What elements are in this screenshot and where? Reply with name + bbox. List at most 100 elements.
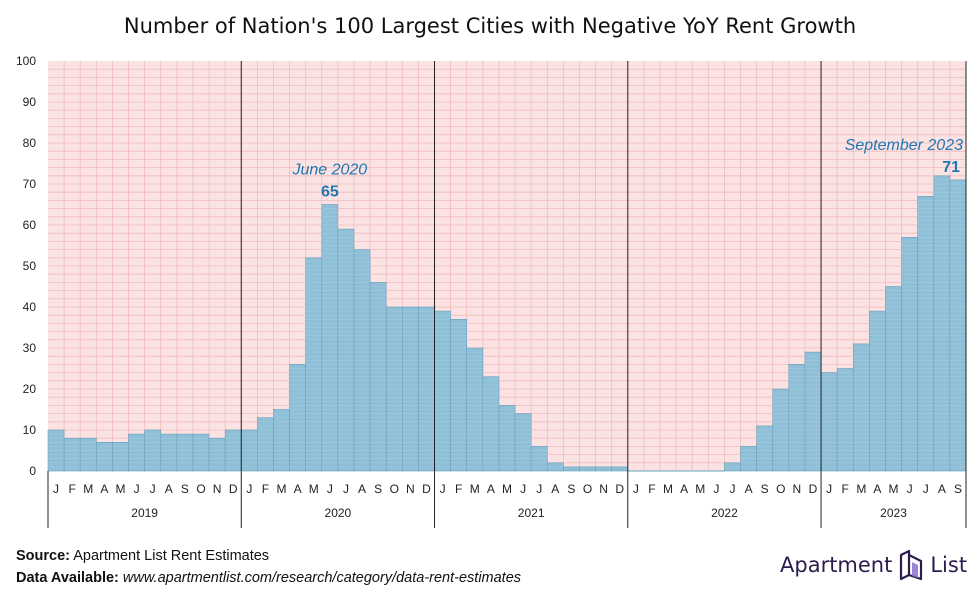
annotation-value: 71: [942, 159, 960, 176]
y-tick-label: 100: [16, 54, 36, 68]
month-label: J: [440, 482, 446, 496]
bar: [112, 441, 129, 472]
month-label: D: [809, 482, 818, 496]
y-tick-label: 40: [23, 300, 37, 314]
month-label: A: [745, 482, 753, 496]
chart-title: Number of Nation's 100 Largest Cities wi…: [123, 14, 857, 38]
bar: [804, 351, 822, 472]
month-label: M: [277, 482, 287, 496]
month-label: D: [422, 482, 431, 496]
y-tick-label: 10: [23, 423, 37, 437]
month-label: F: [842, 482, 849, 496]
month-label: F: [648, 482, 655, 496]
month-label: F: [455, 482, 462, 496]
bar: [192, 433, 210, 472]
bar: [756, 425, 774, 472]
year-label: 2019: [131, 506, 158, 520]
bar: [273, 409, 290, 472]
y-tick-label: 20: [23, 382, 37, 396]
month-label: O: [196, 482, 205, 496]
y-tick-label: 0: [29, 464, 36, 478]
apartment-list-logo: Apartment List: [780, 547, 967, 583]
bar: [611, 466, 629, 472]
bar: [482, 376, 500, 472]
source-text: Apartment List Rent Estimates: [73, 548, 270, 564]
month-label: S: [374, 482, 382, 496]
month-label: J: [343, 482, 349, 496]
month-label: A: [487, 482, 495, 496]
data-available-line: Data Available: www.apartmentlist.com/re…: [16, 567, 521, 589]
month-label: M: [83, 482, 93, 496]
bar: [434, 310, 451, 472]
month-label: S: [954, 482, 962, 496]
month-label: M: [309, 482, 319, 496]
bar: [917, 196, 935, 472]
annotation-label: June 2020: [291, 162, 367, 179]
month-label: J: [826, 482, 832, 496]
bar: [901, 237, 918, 472]
bar: [176, 433, 194, 472]
month-label: J: [246, 482, 252, 496]
footer: Source: Apartment List Rent Estimates Da…: [16, 545, 521, 589]
month-label: F: [68, 482, 75, 496]
month-label: A: [551, 482, 559, 496]
bar: [337, 228, 355, 472]
bar: [96, 441, 113, 472]
month-label: A: [873, 482, 881, 496]
month-label: J: [633, 482, 639, 496]
month-label: J: [536, 482, 542, 496]
bar: [579, 466, 596, 472]
bar: [563, 466, 580, 472]
month-label: O: [776, 482, 785, 496]
month-label: M: [470, 482, 480, 496]
month-label: O: [390, 482, 399, 496]
month-label: J: [150, 482, 156, 496]
month-label: S: [761, 482, 769, 496]
month-label: A: [294, 482, 302, 496]
month-label: J: [729, 482, 735, 496]
year-label: 2020: [325, 506, 352, 520]
bar: [257, 417, 274, 472]
month-label: M: [115, 482, 125, 496]
month-label: D: [615, 482, 624, 496]
month-label: D: [229, 482, 238, 496]
month-label: J: [520, 482, 526, 496]
data-url[interactable]: www.apartmentlist.com/research/category/…: [122, 570, 522, 586]
y-tick-label: 90: [23, 95, 37, 109]
source-label: Source:: [16, 548, 70, 564]
annotation-value: 65: [321, 184, 339, 201]
month-label: J: [907, 482, 913, 496]
year-label: 2022: [711, 506, 738, 520]
logo-word-right: List: [930, 553, 968, 577]
bar: [450, 318, 468, 472]
month-label: J: [134, 482, 140, 496]
month-label: M: [502, 482, 512, 496]
data-available-label: Data Available:: [16, 570, 119, 586]
source-line: Source: Apartment List Rent Estimates: [16, 545, 521, 567]
month-label: J: [327, 482, 333, 496]
y-tick-label: 70: [23, 177, 37, 191]
month-label: O: [583, 482, 592, 496]
month-label: M: [663, 482, 673, 496]
month-label: F: [262, 482, 269, 496]
y-tick-label: 30: [23, 341, 37, 355]
bar: [852, 343, 870, 472]
month-label: N: [599, 482, 608, 496]
bar: [836, 368, 854, 472]
month-label: A: [100, 482, 108, 496]
month-label: N: [213, 482, 222, 496]
bar: [595, 466, 612, 472]
bar: [321, 204, 339, 472]
month-label: A: [358, 482, 366, 496]
annotation-label: September 2023: [845, 137, 963, 154]
year-label: 2023: [880, 506, 907, 520]
y-tick-label: 60: [23, 218, 37, 232]
bar: [885, 286, 902, 472]
month-label: A: [938, 482, 946, 496]
month-label: A: [165, 482, 173, 496]
bar: [949, 179, 967, 472]
month-label: M: [695, 482, 705, 496]
logo-word-left: Apartment: [780, 553, 893, 577]
month-label: J: [923, 482, 929, 496]
